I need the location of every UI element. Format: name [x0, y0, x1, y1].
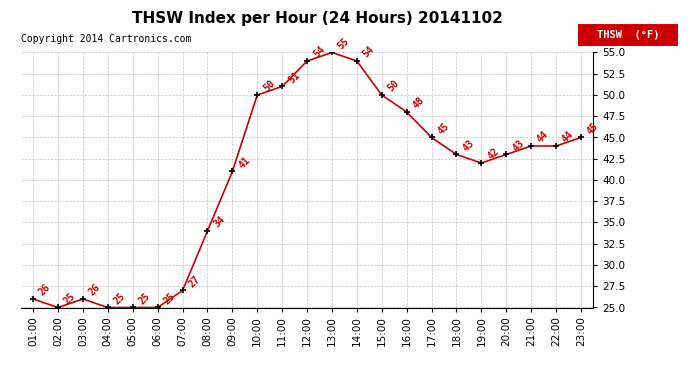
Text: 42: 42 — [486, 146, 501, 162]
Text: 51: 51 — [286, 70, 302, 85]
Text: 45: 45 — [585, 121, 600, 136]
Text: 26: 26 — [37, 282, 52, 298]
Text: 50: 50 — [386, 78, 402, 94]
Text: 41: 41 — [237, 155, 252, 170]
Text: 25: 25 — [137, 291, 152, 306]
Text: Copyright 2014 Cartronics.com: Copyright 2014 Cartronics.com — [21, 34, 191, 44]
Text: 25: 25 — [62, 291, 77, 306]
Text: 43: 43 — [461, 138, 476, 153]
Text: 44: 44 — [535, 129, 551, 145]
Text: 44: 44 — [560, 129, 575, 145]
Text: 25: 25 — [112, 291, 128, 306]
Text: 26: 26 — [87, 282, 103, 298]
Text: 55: 55 — [336, 36, 351, 51]
Text: THSW  (°F): THSW (°F) — [597, 30, 659, 40]
Text: 48: 48 — [411, 95, 426, 111]
Text: 54: 54 — [361, 44, 377, 60]
Text: 50: 50 — [262, 78, 277, 94]
Text: 25: 25 — [162, 291, 177, 306]
Text: 27: 27 — [187, 274, 202, 289]
Text: 45: 45 — [435, 121, 451, 136]
Text: THSW Index per Hour (24 Hours) 20141102: THSW Index per Hour (24 Hours) 20141102 — [132, 11, 503, 26]
Text: 34: 34 — [212, 214, 227, 230]
Text: 54: 54 — [311, 44, 326, 60]
Text: 43: 43 — [511, 138, 526, 153]
